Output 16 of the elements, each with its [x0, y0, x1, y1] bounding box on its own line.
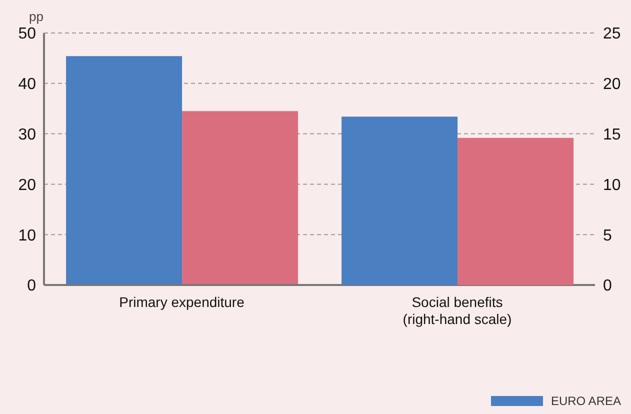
- y-tick-label: 0: [27, 278, 36, 295]
- y-tick-label: 10: [18, 227, 36, 244]
- y-tick-label: 30: [18, 126, 36, 144]
- y2-tick-label: 0: [603, 278, 612, 295]
- x-tick-label: Social benefits (right-hand scale): [402, 294, 512, 327]
- y-tick-label: 50: [18, 26, 36, 43]
- x-tick-label: Primary expenditure: [119, 294, 245, 310]
- y-tick-label: 40: [18, 76, 36, 94]
- y2-tick-label: 10: [603, 176, 621, 194]
- y-axis-title: pp: [29, 9, 44, 24]
- y2-tick-label: 25: [603, 26, 621, 43]
- y2-tick-label: 5: [603, 227, 612, 244]
- y2-tick-label: 20: [603, 76, 621, 94]
- legend-label: EURO AREA: [550, 394, 621, 408]
- y-tick-label: 20: [18, 176, 36, 194]
- y2-tick-label: 15: [603, 126, 621, 144]
